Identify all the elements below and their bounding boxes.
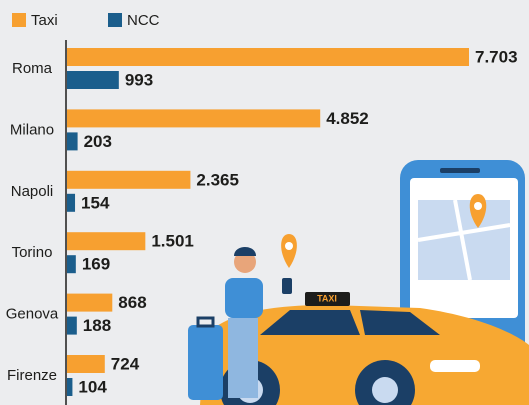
legend-swatch [108,13,122,27]
category-label: Genova [6,306,59,323]
value-label: 203 [84,132,112,151]
value-label: 104 [78,377,107,396]
value-label: 188 [83,316,111,335]
bar [67,71,119,89]
value-label: 868 [118,293,146,312]
bar [67,255,76,274]
bar [67,316,77,335]
illustration: TAXI [188,160,529,405]
bar [67,355,105,373]
category-label: Milano [10,121,54,138]
value-label: 4.852 [326,109,369,128]
value-label: 154 [81,193,110,212]
svg-text:TAXI: TAXI [317,293,337,303]
bar [67,109,321,128]
legend-label: Taxi [31,12,58,29]
value-label: 7.703 [475,47,518,66]
value-label: 1.501 [151,232,194,251]
bar [67,378,73,396]
category-label: Torino [12,244,53,261]
bar [67,170,191,189]
value-label: 2.365 [196,170,239,189]
bar [67,293,113,312]
category-label: Napoli [11,183,54,200]
value-label: 169 [82,255,110,274]
value-label: 724 [111,354,140,373]
category-label: Roma [12,60,53,77]
legend-swatch [12,13,26,27]
value-label: 993 [125,70,153,89]
bar [67,132,78,151]
bar [67,232,146,251]
legend-label: NCC [127,12,160,29]
bar [67,193,76,212]
bar [67,48,469,66]
category-label: Firenze [7,367,57,384]
